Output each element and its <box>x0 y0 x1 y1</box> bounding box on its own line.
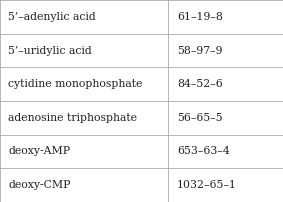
Text: 84–52–6: 84–52–6 <box>177 79 223 89</box>
Text: deoxy-AMP: deoxy-AMP <box>8 146 71 157</box>
Text: 1032–65–1: 1032–65–1 <box>177 180 237 190</box>
Text: cytidine monophosphate: cytidine monophosphate <box>8 79 143 89</box>
Text: 653–63–4: 653–63–4 <box>177 146 230 157</box>
Text: 56–65–5: 56–65–5 <box>177 113 222 123</box>
Text: 5’–uridylic acid: 5’–uridylic acid <box>8 45 92 56</box>
Text: 58–97–9: 58–97–9 <box>177 45 222 56</box>
Text: 61–19–8: 61–19–8 <box>177 12 223 22</box>
Text: 5’–adenylic acid: 5’–adenylic acid <box>8 12 96 22</box>
Text: adenosine triphosphate: adenosine triphosphate <box>8 113 138 123</box>
Text: deoxy-CMP: deoxy-CMP <box>8 180 71 190</box>
